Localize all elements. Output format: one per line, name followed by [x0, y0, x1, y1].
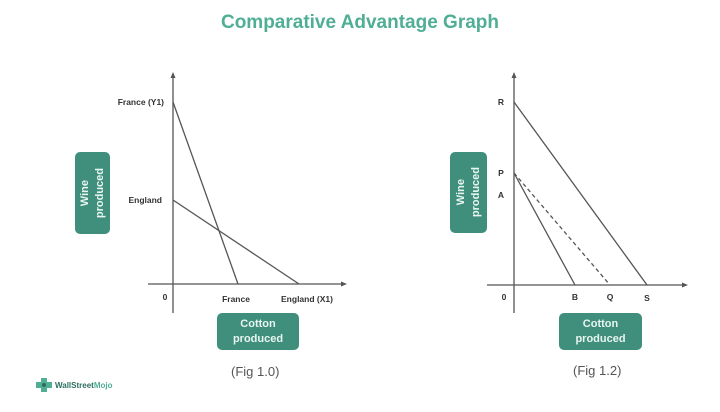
fig1-england-line [172, 199, 300, 285]
fig2-b-label: B [572, 292, 578, 302]
fig2-wine-line1: Wine [454, 179, 467, 206]
fig1-x-arrow [341, 281, 347, 287]
fig2-caption: (Fig 1.2) [573, 363, 622, 378]
diagram-title: Comparative Advantage Graph [220, 12, 500, 33]
fig2-cotton-line2: produced [575, 332, 626, 345]
fig2-p-label: P [498, 168, 504, 178]
fig1-origin-label: 0 [163, 292, 168, 302]
logo-cross-icon [36, 378, 52, 392]
fig1-cotton-line2: produced [232, 332, 284, 345]
logo-text-wallstreet: WallStreet [55, 380, 94, 390]
fig1-wine-line2: produced [93, 167, 106, 219]
fig1-y-arrow [170, 72, 176, 78]
fig2-cotton-line1: Cotton [582, 317, 619, 330]
fig2-wine-line2: produced [469, 167, 482, 218]
fig2-pq-dashed-line [513, 172, 611, 286]
fig2-r-label: R [498, 97, 504, 107]
fig2-pb-line [513, 172, 576, 286]
logo-text-mojo: Mojo [93, 380, 113, 390]
fig1-england-y-label: England [128, 195, 162, 205]
fig2-y-arrow [511, 72, 517, 78]
fig2-wine-produced-box: Wine produced [450, 152, 487, 233]
fig2-cotton-produced-box: Cotton produced [559, 313, 642, 350]
fig2-x-arrow [682, 282, 688, 288]
fig2-a-label: A [498, 190, 504, 200]
fig1-cotton-line1: Cotton [240, 317, 276, 330]
fig1-cotton-produced-box: Cotton produced [217, 313, 299, 350]
fig1-france-line [172, 101, 239, 285]
fig1-wine-line1: Wine [78, 179, 91, 207]
wallstreetmojo-logo: WallStreet Mojo [36, 378, 113, 392]
fig2-origin-label: 0 [502, 292, 507, 302]
fig2-rs-line [513, 101, 648, 286]
fig2-q-label: Q [607, 292, 614, 302]
fig1-caption: (Fig 1.0) [231, 364, 280, 379]
fig1-wine-produced-box: Wine produced [75, 152, 110, 234]
fig1-france-y1-label: France (Y1) [118, 97, 164, 107]
fig1-france-x-label: France [222, 294, 250, 304]
fig1-england-x1-label: England (X1) [281, 294, 333, 304]
fig2-s-label: S [644, 293, 650, 303]
